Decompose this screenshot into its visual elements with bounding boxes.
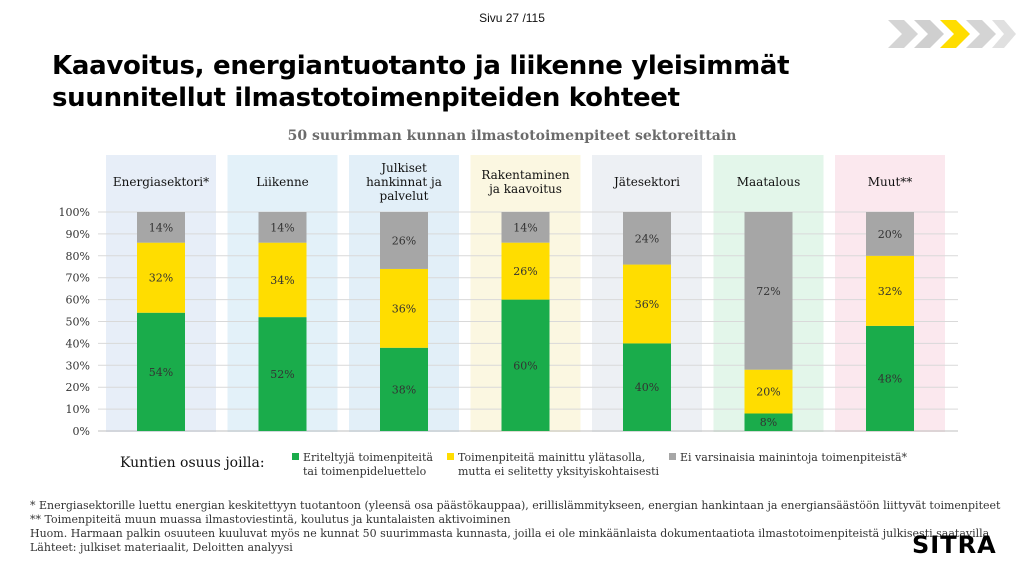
bar-segment-no-mention	[380, 212, 428, 269]
bar-segment-specified	[866, 325, 914, 431]
bar-segment-high-level	[258, 242, 307, 318]
category-label: ja kaavoitus	[487, 182, 562, 196]
bar-segment-high-level	[866, 255, 914, 326]
legend-green-line-1: Eriteltyjä toimenpiteitä	[303, 451, 433, 464]
data-label: 26%	[513, 265, 537, 278]
bar-segment-no-mention	[623, 212, 671, 265]
y-tick-label: 30%	[66, 359, 90, 372]
sitra-logo: SITRA	[912, 531, 997, 559]
data-label: 36%	[635, 298, 659, 311]
data-label: 72%	[756, 285, 780, 298]
data-label: 20%	[756, 386, 780, 399]
legend-swatch-yellow	[447, 453, 454, 460]
data-label: 60%	[513, 359, 537, 372]
bar-segment-no-mention	[866, 212, 914, 256]
data-label: 52%	[270, 368, 294, 381]
bar-segment-no-mention	[744, 212, 793, 370]
data-label: 32%	[149, 272, 173, 285]
y-tick-label: 40%	[66, 337, 90, 350]
legend-green-line-2: tai toimenpideluettelo	[303, 465, 427, 478]
y-tick-label: 70%	[66, 272, 90, 285]
y-tick-label: 10%	[66, 403, 90, 416]
bar-segment-no-mention	[258, 212, 307, 243]
data-label: 14%	[149, 221, 173, 234]
data-label: 38%	[392, 383, 416, 396]
legend-swatch-green	[292, 453, 299, 460]
category-label: Jätesektori	[612, 175, 680, 189]
data-label: 14%	[270, 221, 294, 234]
legend-yellow-line-1: Toimenpiteitä mainittu ylätasolla,	[458, 451, 646, 464]
y-tick-label: 20%	[66, 381, 90, 394]
data-label: 8%	[760, 416, 777, 429]
bar-segment-high-level	[744, 369, 793, 414]
chevron-arrows-icon	[888, 20, 1016, 48]
bar-segment-high-level	[380, 268, 428, 348]
y-tick-label: 0%	[73, 425, 90, 438]
category-label: Maatalous	[737, 175, 801, 189]
category-label: Muut**	[868, 175, 913, 189]
bar-segment-no-mention	[137, 212, 185, 243]
y-tick-label: 50%	[66, 316, 90, 329]
data-label: 32%	[878, 285, 902, 298]
bar-segment-specified	[744, 413, 793, 431]
bar-segment-high-level	[137, 242, 185, 313]
data-label: 54%	[149, 366, 173, 379]
footnotes: * Energiasektorille luettu energian kesk…	[30, 499, 1001, 555]
bar-segment-specified	[623, 343, 671, 431]
data-label: 24%	[635, 232, 659, 245]
stacked-bar-chart: 0% 10% 20% 30% 40% 50% 60% 70% 80% 90% 100% Energia…	[59, 155, 958, 438]
y-tick-label: 80%	[66, 250, 90, 263]
category-label: hankinnat ja	[366, 175, 442, 189]
data-label: 14%	[513, 221, 537, 234]
legend-gray-line-1: Ei varsinaisia mainintoja toimenpiteistä…	[680, 451, 908, 464]
data-label: 26%	[392, 234, 416, 247]
bar-segment-specified	[380, 347, 428, 431]
title-line-2: suunnitellut ilmastotoimenpiteiden kohte…	[52, 83, 680, 113]
data-label: 36%	[392, 302, 416, 315]
bar-segment-specified	[501, 299, 550, 431]
legend-yellow-line-2: mutta ei selitetty yksityiskohtaisesti	[458, 465, 660, 478]
legend-item-yellow: Toimenpiteitä mainittu ylätasolla, mutta…	[447, 451, 659, 479]
y-tick-label: 100%	[59, 206, 90, 219]
bar-segment-high-level	[623, 264, 671, 344]
footnote-energy: * Energiasektorille luettu energian kesk…	[30, 499, 1001, 512]
data-label: 48%	[878, 372, 902, 385]
category-label: Liikenne	[256, 175, 309, 189]
y-tick-label: 60%	[66, 294, 90, 307]
data-label: 40%	[635, 381, 659, 394]
bar-segment-no-mention	[501, 212, 550, 243]
category-label: palvelut	[380, 189, 429, 203]
page-number: Sivu 27 /115	[479, 11, 545, 25]
category-label: Energiasektori*	[113, 175, 209, 189]
footnote-other: ** Toimenpiteitä muun muassa ilmastovies…	[30, 513, 511, 526]
page-title: Kaavoitus, energiantuotanto ja liikenne …	[52, 50, 952, 114]
category-label: Julkiset	[379, 161, 427, 175]
bar-segment-specified	[258, 317, 307, 431]
title-line-1: Kaavoitus, energiantuotanto ja liikenne …	[52, 51, 790, 81]
bar-segment-specified	[137, 312, 185, 431]
legend-item-gray: Ei varsinaisia mainintoja toimenpiteistä…	[669, 451, 907, 465]
y-tick-label: 90%	[66, 228, 90, 241]
category-label: Rakentaminen	[481, 168, 570, 182]
legend-swatch-gray	[669, 453, 676, 460]
bar-segment-high-level	[501, 242, 550, 300]
data-label: 34%	[270, 274, 294, 287]
legend-title: Kuntien osuus joilla:	[120, 455, 265, 471]
legend-item-green: Eriteltyjä toimenpiteitä tai toimenpidel…	[292, 451, 433, 479]
data-label: 20%	[878, 228, 902, 241]
chart-title: 50 suurimman kunnan ilmastotoimenpiteet …	[287, 128, 737, 144]
footnote-note: Huom. Harmaan palkin osuuteen kuuluvat m…	[30, 527, 990, 540]
footnote-sources: Lähteet: julkiset materiaalit, Deloitten…	[30, 541, 293, 554]
